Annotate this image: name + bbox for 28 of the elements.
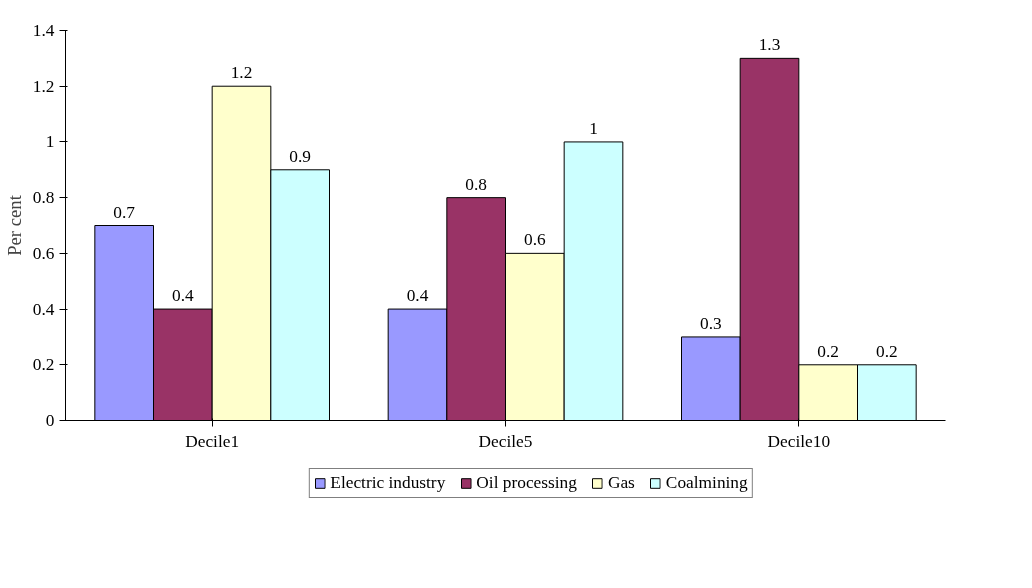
- data-label: 0.6: [524, 230, 546, 250]
- y-tick-label: 0.6: [32, 243, 55, 263]
- y-tick-label: 0: [45, 411, 55, 430]
- y-tick-label: 1.2: [32, 76, 55, 96]
- data-label: 0.9: [289, 146, 312, 166]
- data-label: 0.7: [113, 202, 136, 222]
- x-tick-label: Decile5: [478, 431, 533, 451]
- y-tick-label: 0.8: [32, 188, 55, 208]
- x-tick-label: Decile1: [185, 431, 240, 451]
- data-label: 0.2: [876, 341, 898, 361]
- data-label: 1.2: [230, 63, 253, 83]
- y-tick-label: 0.2: [32, 355, 55, 375]
- legend-label: Coalmining: [665, 473, 748, 493]
- y-tick-label: 1: [45, 132, 55, 152]
- data-label: 0.8: [465, 174, 488, 194]
- data-label: 0.2: [817, 341, 840, 361]
- data-label: 1.3: [758, 35, 781, 55]
- legend-label: Electric industry: [330, 473, 446, 493]
- data-label: 0.4: [172, 286, 194, 306]
- y-tick-label: 1.4: [32, 21, 55, 40]
- y-tick-label: 0.4: [32, 299, 55, 319]
- data-label: 0.3: [700, 313, 722, 333]
- x-tick-label: Decile10: [767, 431, 831, 451]
- data-label: 1: [589, 118, 598, 138]
- data-label: 0.4: [406, 286, 429, 306]
- legend-label: Oil processing: [476, 473, 577, 493]
- y-axis-title: Per cent: [3, 194, 25, 256]
- legend-label: Gas: [607, 473, 635, 493]
